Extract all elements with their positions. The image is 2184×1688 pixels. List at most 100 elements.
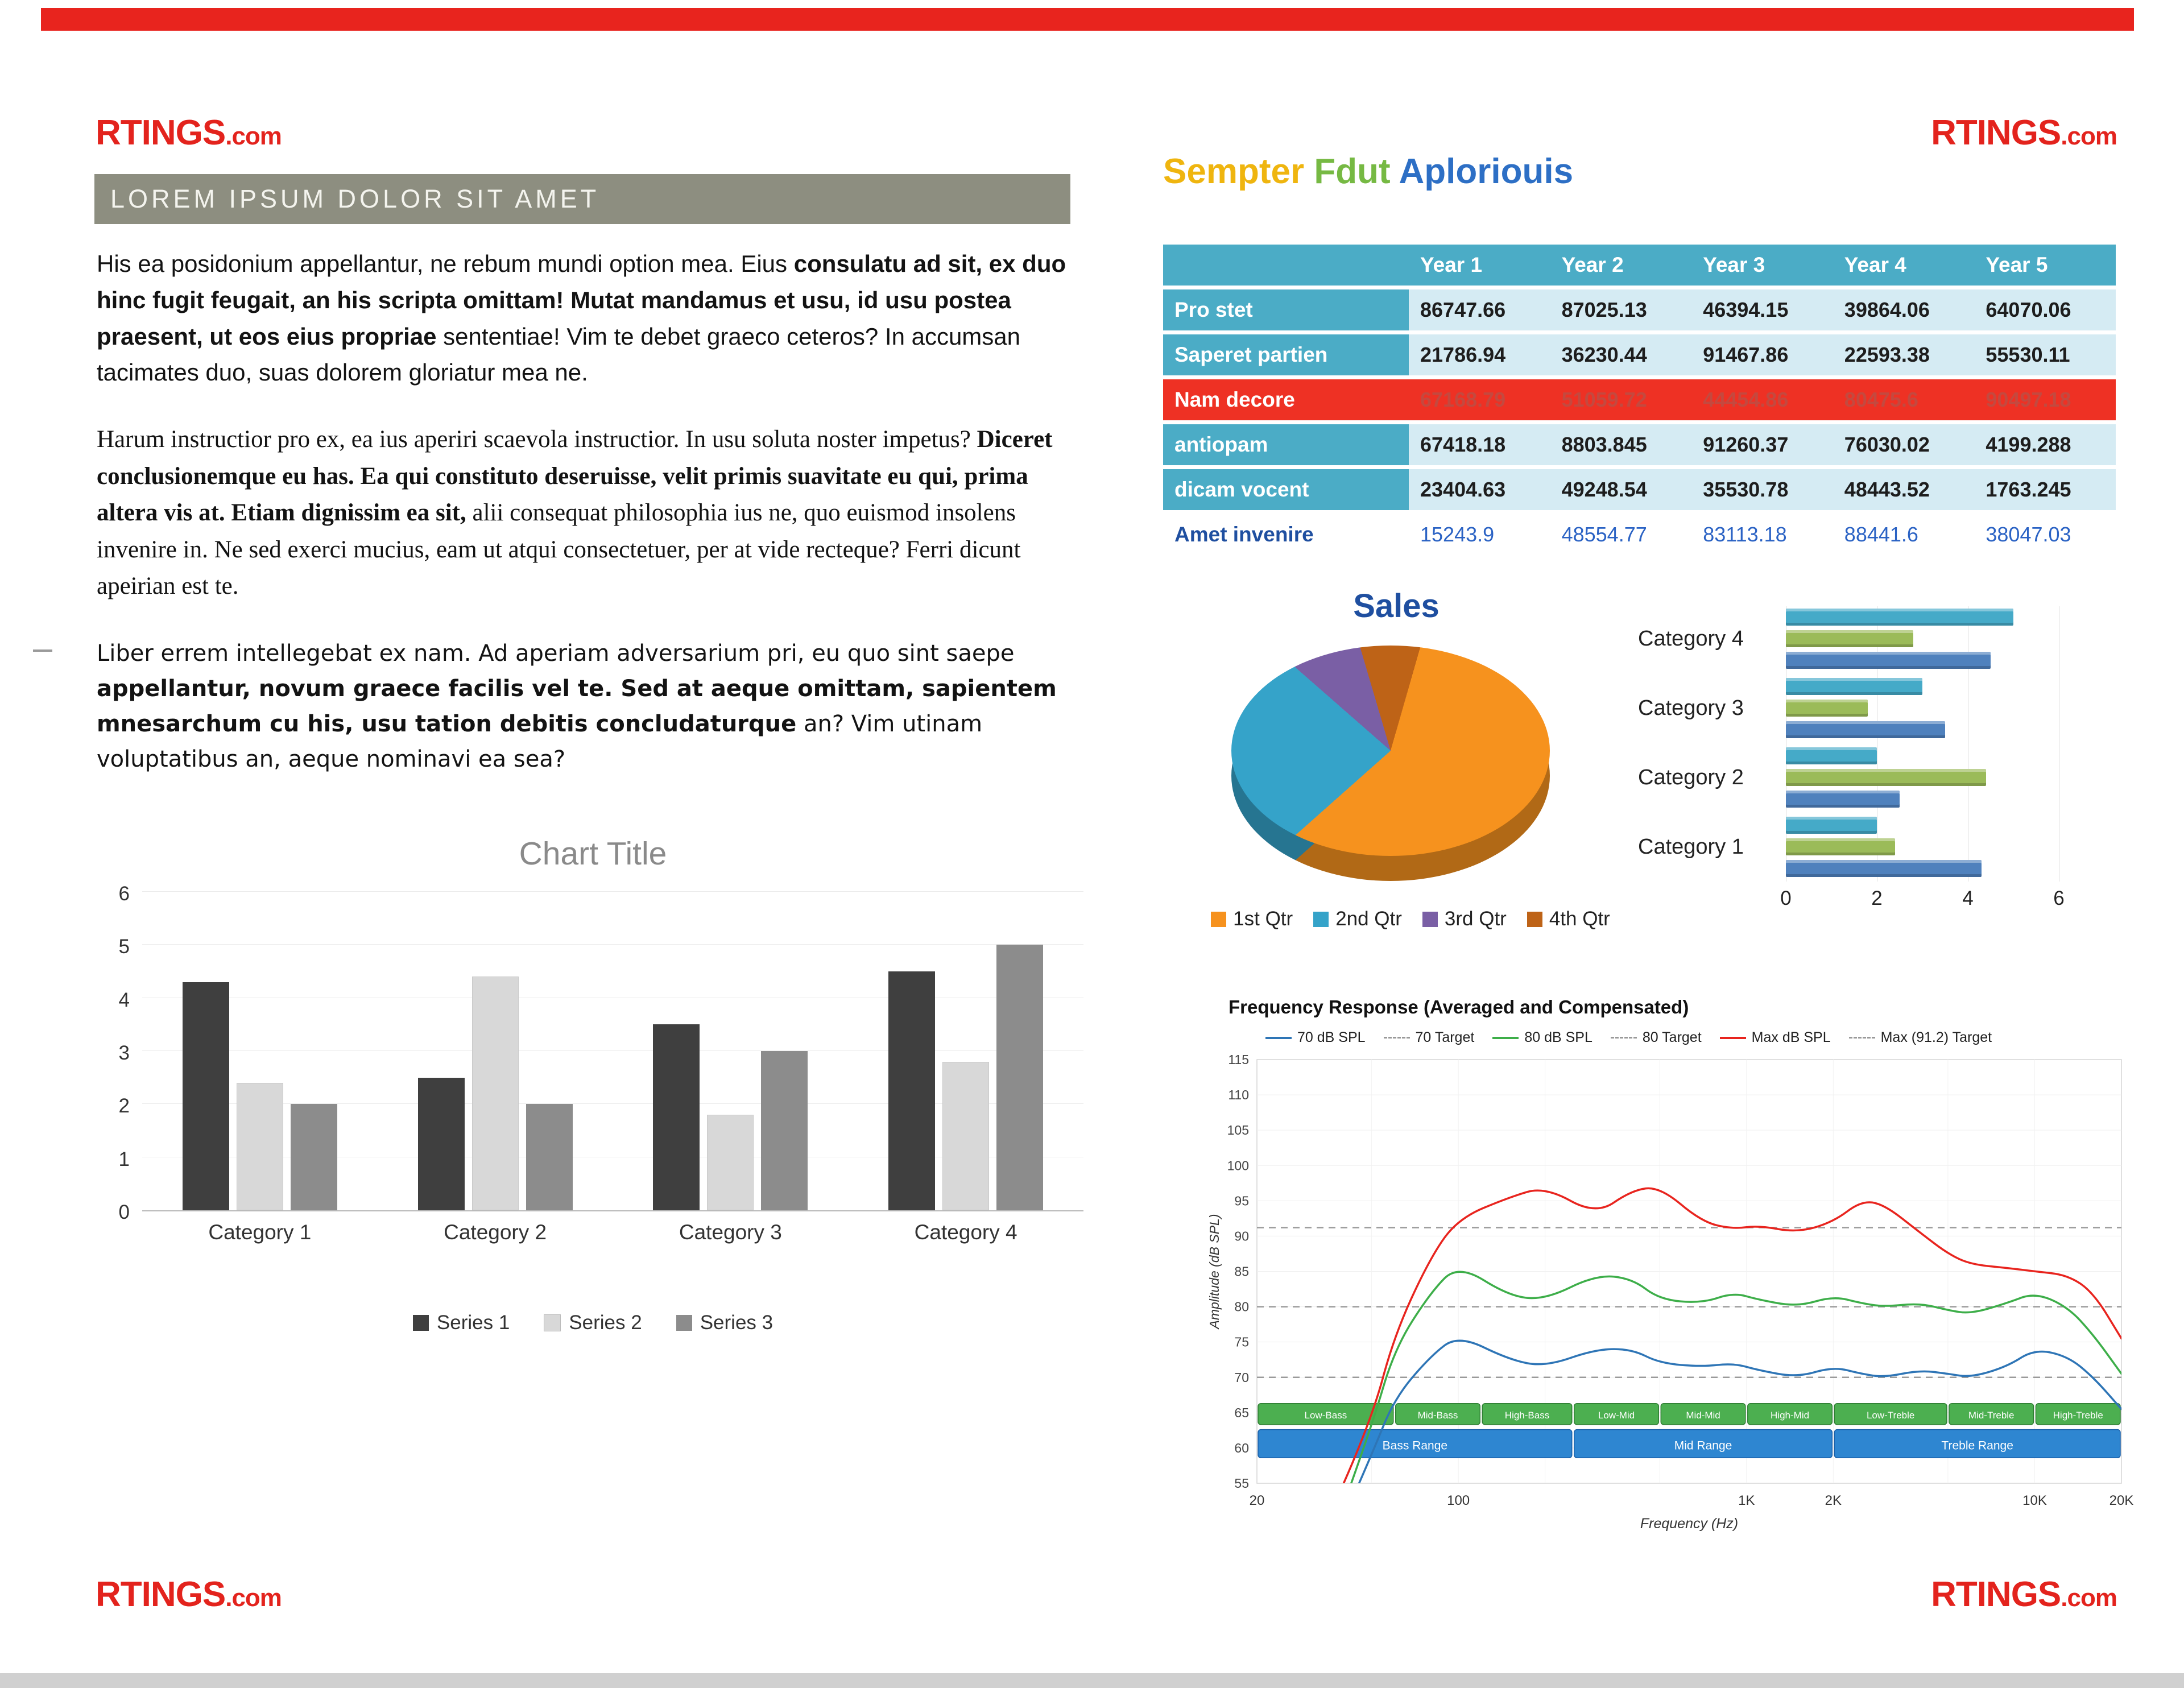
legend-item: 1st Qtr	[1211, 908, 1293, 930]
body-text-block: His ea posidonium appellantur, ne rebum …	[97, 246, 1091, 808]
table-cell: 86747.66	[1409, 289, 1550, 330]
legend-item: 70 Target	[1383, 1029, 1474, 1046]
scan-artifact-bottom-strip	[0, 1673, 2184, 1688]
legend-swatch	[412, 1315, 429, 1331]
y-tick-label: 1	[118, 1148, 130, 1170]
bar	[942, 1061, 990, 1210]
legend-label: Series 2	[569, 1311, 642, 1334]
frequency-response-chart: Frequency Response (Averaged and Compens…	[1203, 996, 2141, 1537]
legend-swatch	[544, 1314, 561, 1331]
bar-group	[378, 977, 613, 1210]
bar	[1786, 838, 1895, 855]
legend-item: Series 2	[544, 1311, 642, 1334]
svg-text:Mid Range: Mid Range	[1674, 1439, 1732, 1452]
table-row-label: Amet invenire	[1163, 514, 1409, 555]
bar	[761, 1051, 808, 1210]
bar	[1786, 817, 1877, 834]
table-cell: 36230.44	[1550, 334, 1692, 375]
legend-line-swatch	[1383, 1037, 1410, 1039]
x-tick-label: 6	[2053, 887, 2065, 909]
svg-text:80: 80	[1234, 1300, 1249, 1314]
table-cell: 44454.86	[1691, 379, 1833, 420]
body-paragraph-1: His ea posidonium appellantur, ne rebum …	[97, 246, 1091, 391]
table-cell: 48554.77	[1550, 514, 1692, 555]
text-run: His ea posidonium appellantur, ne rebum …	[97, 250, 794, 277]
table-cell: 55530.11	[1974, 334, 2116, 375]
legend-label: Max dB SPL	[1751, 1029, 1831, 1045]
table-cell: 8803.845	[1550, 424, 1692, 465]
table-header-corner	[1163, 245, 1409, 286]
table-row: Saperet partien 21786.94 36230.44 91467.86 2…	[1163, 334, 2116, 375]
bar	[1786, 630, 1913, 647]
logo-suffix: .com	[225, 122, 282, 150]
table-cell: 22593.38	[1833, 334, 1975, 375]
y-tick-label: 3	[118, 1042, 130, 1064]
svg-text:Low-Treble: Low-Treble	[1867, 1410, 1914, 1421]
svg-text:100: 100	[1447, 1493, 1470, 1508]
x-axis-ticks: 0 2 4 6	[1780, 887, 2064, 917]
pie-chart	[1231, 646, 1561, 896]
bar-group	[613, 1024, 849, 1210]
legend-item: Series 3	[676, 1311, 773, 1334]
svg-text:95: 95	[1234, 1193, 1249, 1208]
table-cell: 21786.94	[1409, 334, 1550, 375]
text-run: sententiae! Vim te debet graeco ceteros?…	[97, 322, 1021, 386]
legend-item: Series 1	[412, 1311, 510, 1334]
x-axis-label: Category 1	[208, 1221, 312, 1244]
legend-label: 80 Target	[1642, 1029, 1702, 1045]
text-run: an? Vim utinam voluptatibus an, aeque no…	[97, 710, 983, 772]
svg-text:High-Bass: High-Bass	[1505, 1410, 1549, 1421]
pie-surface	[1231, 646, 1550, 856]
y-tick-label: 2	[118, 1095, 130, 1118]
legend-line-swatch	[1492, 1036, 1519, 1039]
bar	[417, 1077, 465, 1210]
legend-label: Series 3	[700, 1311, 774, 1334]
gridlines	[1786, 606, 2059, 882]
bar-stack	[1786, 678, 2059, 738]
legend-swatch	[1422, 911, 1438, 927]
table-header-row: Year 1 Year 2 Year 3 Year 4 Year 5	[1163, 245, 2116, 286]
legend-label: Max (91.2) Target	[1880, 1029, 1992, 1045]
bar	[471, 977, 519, 1210]
svg-text:110: 110	[1228, 1087, 1249, 1102]
legend-item: 4th Qtr	[1527, 908, 1610, 930]
table-header-cell: Year 2	[1550, 245, 1692, 286]
table-cell: 90497.18	[1974, 379, 2116, 420]
table-cell: 67168.79	[1409, 379, 1550, 420]
legend-item: 80 dB SPL	[1492, 1029, 1592, 1046]
table-cell: 49248.54	[1550, 469, 1692, 510]
table-header-cell: Year 1	[1409, 245, 1550, 286]
bar	[653, 1024, 700, 1210]
svg-text:20K: 20K	[2109, 1493, 2134, 1508]
rtings-logo-bottom-left: RTINGS.com	[96, 1574, 282, 1615]
table-row-label: Nam decore	[1163, 379, 1409, 420]
logo-suffix: .com	[2061, 122, 2117, 150]
gridline	[142, 944, 1083, 945]
svg-text:85: 85	[1234, 1264, 1249, 1279]
logo-text: RTINGS	[1931, 113, 2061, 152]
table-row: Pro stet 86747.66 87025.13 46394.15 39864.06…	[1163, 289, 2116, 330]
chart-legend: 70 dB SPL 70 Target 80 dB SPL 80 Target Max …	[1265, 1029, 2141, 1046]
logo-text: RTINGS	[96, 113, 226, 152]
data-table: Year 1 Year 2 Year 3 Year 4 Year 5 Pro stet 86…	[1163, 245, 2116, 559]
x-tick-label: 0	[1780, 887, 1792, 909]
rtings-logo-bottom-right: RTINGS.com	[1931, 1574, 2117, 1615]
svg-text:Frequency (Hz): Frequency (Hz)	[1640, 1516, 1738, 1532]
bar	[707, 1115, 754, 1210]
legend-label: 2nd Qtr	[1335, 908, 1402, 930]
category-label: Category 4	[1638, 626, 1744, 651]
svg-text:65: 65	[1234, 1405, 1249, 1420]
category-label: Category 1	[1638, 834, 1744, 859]
gridline	[142, 1103, 1083, 1104]
table-cell: 4199.288	[1974, 424, 2116, 465]
legend-swatch	[1527, 911, 1542, 927]
legend-label: 3rd Qtr	[1444, 908, 1507, 930]
table-cell: 87025.13	[1550, 289, 1692, 330]
plot	[142, 891, 1083, 1211]
svg-text:100: 100	[1227, 1158, 1249, 1173]
x-axis-label: Category 4	[914, 1221, 1017, 1244]
x-axis-label: Category 3	[679, 1221, 782, 1244]
y-tick-label: 0	[118, 1201, 130, 1223]
table-row: dicam vocent 23404.63 49248.54 35530.78 4844…	[1163, 469, 2116, 510]
svg-text:60: 60	[1234, 1441, 1249, 1455]
